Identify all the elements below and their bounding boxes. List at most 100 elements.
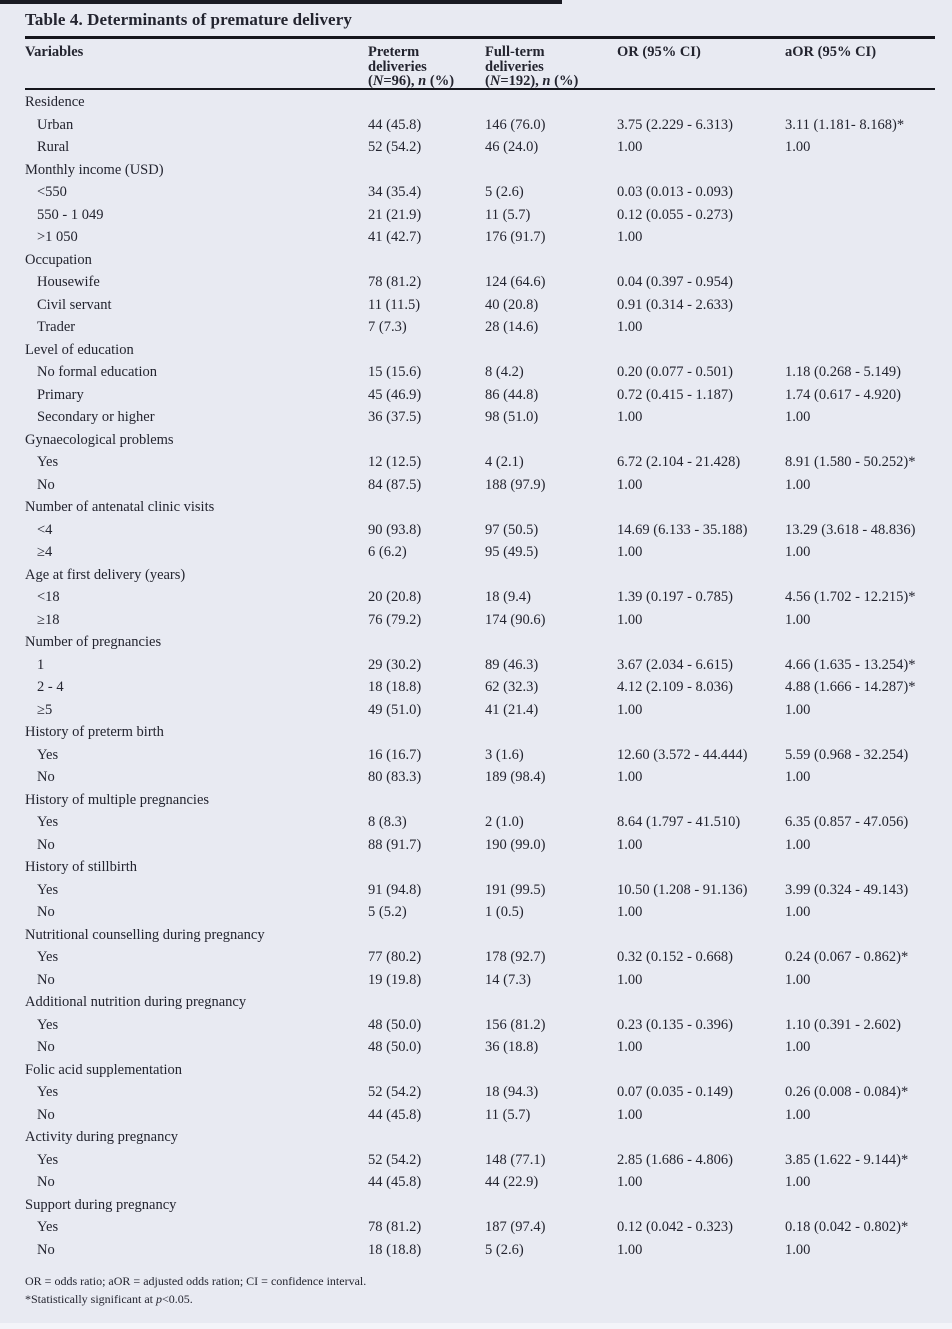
cell-aor: 1.74 (0.617 - 4.920)	[785, 386, 901, 403]
cell-or: 1.39 (0.197 - 0.785)	[617, 589, 733, 605]
cell-aor	[785, 204, 935, 227]
cell-aor	[785, 271, 935, 294]
cell-variable: Level of education	[25, 341, 134, 358]
cell-fullterm-deliveries: 146 (76.0)	[485, 116, 546, 133]
cell-fullterm-deliveries	[485, 429, 617, 452]
cell-or	[617, 991, 785, 1014]
cell-preterm-deliveries	[368, 1059, 485, 1082]
cell-or: 0.23 (0.135 - 0.396)	[617, 1016, 733, 1033]
cell-preterm-deliveries: 76 (79.2)	[368, 611, 422, 628]
table-row: Civil servant 11 (11.5) 40 (20.8) 0.91 (…	[25, 294, 935, 317]
header-note-italic: n	[418, 73, 427, 89]
cell-preterm-deliveries	[368, 1194, 485, 1217]
cell-preterm-deliveries: 48 (50.0)	[368, 1039, 422, 1055]
cell-aor	[785, 1059, 935, 1082]
cell-or: 0.12 (0.055 - 0.273)	[617, 206, 733, 223]
cell-aor: 1.00	[785, 409, 811, 425]
table-row: >1 050 41 (42.7) 176 (91.7) 1.00	[25, 226, 935, 249]
header-line: Preterm	[368, 44, 420, 60]
cell-or: 0.20 (0.077 - 0.501)	[617, 364, 733, 380]
cell-aor: 0.24 (0.067 - 0.862)*	[785, 949, 909, 965]
cell-fullterm-deliveries: 36 (18.8)	[485, 1039, 539, 1055]
cell-preterm-deliveries: 16 (16.7)	[368, 746, 422, 763]
cell-aor: 3.11 (1.181- 8.168)*	[785, 116, 905, 133]
cell-preterm-deliveries: 11 (11.5)	[368, 296, 421, 313]
table-header-row: Variables Preterm deliveries (N=96), n (…	[25, 44, 935, 89]
cell-or: 0.12 (0.042 - 0.323)	[617, 1219, 733, 1235]
cell-variable: No	[37, 1241, 55, 1258]
cell-variable: 2 - 4	[37, 679, 64, 695]
table-row: Additional nutrition during pregnancy	[25, 991, 935, 1014]
header-note-italic: N	[489, 73, 501, 89]
table-row: Secondary or higher 36 (37.5) 98 (51.0) …	[25, 406, 935, 429]
cell-preterm-deliveries: 34 (35.4)	[368, 184, 422, 200]
table-row: Age at first delivery (years)	[25, 564, 935, 587]
cell-preterm-deliveries	[368, 856, 485, 879]
cell-variable: <18	[37, 589, 60, 605]
cell-fullterm-deliveries: 11 (5.7)	[485, 1106, 531, 1123]
cell-variable: ≥18	[37, 611, 60, 628]
cell-aor	[785, 991, 935, 1014]
cell-aor: 1.10 (0.391 - 2.602)	[785, 1016, 901, 1033]
cell-fullterm-deliveries	[485, 1059, 617, 1082]
cell-or: 1.00	[617, 544, 643, 560]
title-rule	[25, 36, 935, 39]
cell-aor	[785, 856, 935, 879]
cell-aor: 1.00	[785, 836, 811, 853]
cell-preterm-deliveries: 18 (18.8)	[368, 679, 422, 695]
header-note-part: (	[485, 73, 490, 89]
header-note-italic: N	[372, 73, 384, 89]
table-row: Occupation	[25, 249, 935, 272]
cell-preterm-deliveries: 52 (54.2)	[368, 1151, 422, 1168]
cell-fullterm-deliveries	[485, 339, 617, 362]
cell-variable: Yes	[37, 1219, 59, 1235]
cell-preterm-deliveries: 48 (50.0)	[368, 1016, 422, 1033]
table-row: <4 90 (93.8) 97 (50.5) 14.69 (6.133 - 35…	[25, 519, 935, 542]
cell-variable: Support during pregnancy	[25, 1196, 177, 1213]
cell-or	[617, 564, 785, 587]
cell-or	[617, 91, 785, 114]
table-row: <18 20 (20.8) 18 (9.4) 1.39 (0.197 - 0.7…	[25, 586, 935, 609]
cell-variable: Activity during pregnancy	[25, 1129, 179, 1145]
cell-or: 4.12 (2.109 - 8.036)	[617, 679, 733, 695]
table-row: Yes 52 (54.2) 18 (94.3) 0.07 (0.035 - 0.…	[25, 1081, 935, 1104]
table-footnotes: OR = odds ratio; aOR = adjusted odds rat…	[25, 1273, 366, 1308]
cell-variable: ≥5	[37, 701, 53, 718]
cell-or	[617, 496, 785, 519]
cell-aor	[785, 429, 935, 452]
cell-fullterm-deliveries: 3 (1.6)	[485, 746, 524, 763]
cell-or	[617, 339, 785, 362]
cell-variable: Number of pregnancies	[25, 634, 162, 650]
cell-fullterm-deliveries: 14 (7.3)	[485, 971, 531, 988]
cell-preterm-deliveries: 44 (45.8)	[368, 1106, 422, 1123]
table-row: Level of education	[25, 339, 935, 362]
table-row: No 18 (18.8) 5 (2.6) 1.00 1.00	[25, 1239, 935, 1262]
cell-preterm-deliveries: 6 (6.2)	[368, 544, 407, 560]
table-row: Housewife 78 (81.2) 124 (64.6) 0.04 (0.3…	[25, 271, 935, 294]
cell-or	[617, 159, 785, 182]
cell-aor: 13.29 (3.618 - 48.836)	[785, 521, 916, 538]
cell-aor: 1.00	[785, 544, 811, 560]
footnote-part: <0.05.	[161, 1291, 193, 1306]
cell-variable: Yes	[37, 454, 59, 470]
cell-aor	[785, 316, 935, 339]
cell-fullterm-deliveries	[485, 721, 617, 744]
cell-or: 8.64 (1.797 - 41.510)	[617, 814, 741, 830]
header-line: deliveries	[485, 58, 544, 75]
cell-variable: History of preterm birth	[25, 724, 164, 740]
table-row: Gynaecological problems	[25, 429, 935, 452]
cell-preterm-deliveries: 5 (5.2)	[368, 904, 407, 920]
cell-or: 0.03 (0.013 - 0.093)	[617, 184, 733, 200]
cell-fullterm-deliveries: 5 (2.6)	[485, 184, 524, 200]
cell-variable: No	[37, 904, 55, 920]
cell-or: 1.00	[617, 904, 643, 920]
cell-variable: Yes	[37, 949, 59, 965]
table-row: Folic acid supplementation	[25, 1059, 935, 1082]
cell-preterm-deliveries	[368, 721, 485, 744]
cell-fullterm-deliveries: 98 (51.0)	[485, 409, 539, 425]
column-header-fullterm: Full-term deliveries (N=192), n (%)	[485, 44, 617, 89]
cell-variable: No	[37, 1174, 55, 1190]
column-header-or: OR (95% CI)	[617, 44, 701, 60]
cell-or: 3.67 (2.034 - 6.615)	[617, 656, 733, 673]
